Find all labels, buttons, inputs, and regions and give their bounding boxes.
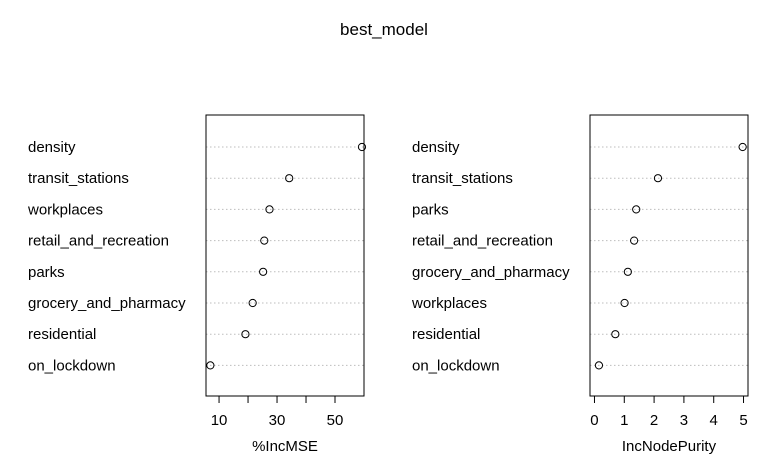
category-label: parks	[412, 201, 449, 218]
data-point	[265, 205, 274, 214]
data-point	[611, 330, 620, 339]
category-label: density	[28, 139, 76, 156]
category-label: transit_stations	[28, 170, 129, 187]
data-point	[738, 142, 747, 152]
data-point	[285, 174, 294, 183]
plot-frame	[205, 114, 365, 397]
category-label: residential	[28, 326, 96, 343]
category-label: retail_and_recreation	[28, 233, 169, 250]
category-label: parks	[28, 264, 65, 281]
plot-frame	[589, 114, 749, 397]
category-label: workplaces	[27, 201, 103, 218]
x-axis-label: IncNodePurity	[622, 438, 717, 455]
category-label: on_lockdown	[28, 357, 116, 374]
data-point	[653, 174, 663, 183]
x-tick-label: 2	[650, 412, 658, 429]
x-tick-label: 3	[680, 412, 688, 429]
data-point	[594, 361, 604, 370]
data-point	[630, 236, 639, 245]
category-label: residential	[412, 326, 480, 343]
x-axis-label: %IncMSE	[252, 438, 318, 455]
x-tick-label: 5	[739, 412, 747, 429]
category-label: retail_and_recreation	[412, 233, 553, 250]
category-label: transit_stations	[412, 170, 513, 187]
x-tick-label: 1	[620, 412, 628, 429]
data-point	[248, 298, 257, 308]
x-tick-label: 4	[710, 412, 718, 429]
category-label: workplaces	[411, 295, 487, 312]
x-tick-label: 30	[269, 412, 286, 429]
chart-title: best_model	[340, 20, 428, 39]
category-label: grocery_and_pharmacy	[412, 264, 570, 281]
category-label: density	[412, 139, 460, 156]
panel-1: density transit_stations workplaces retail_…	[27, 114, 367, 455]
data-point	[241, 330, 250, 339]
data-point	[206, 361, 215, 370]
x-tick-label: 0	[590, 412, 598, 429]
data-point	[620, 298, 629, 308]
x-tick-label: 10	[211, 412, 228, 429]
data-point	[623, 267, 632, 276]
data-point	[632, 205, 641, 214]
category-label: on_lockdown	[412, 357, 500, 374]
x-tick-label: 50	[327, 412, 344, 429]
category-label: grocery_and_pharmacy	[28, 295, 186, 312]
data-point	[259, 267, 268, 276]
data-point	[260, 236, 269, 245]
panels: density transit_stations workplaces retail_…	[27, 114, 749, 455]
data-point	[357, 142, 367, 152]
